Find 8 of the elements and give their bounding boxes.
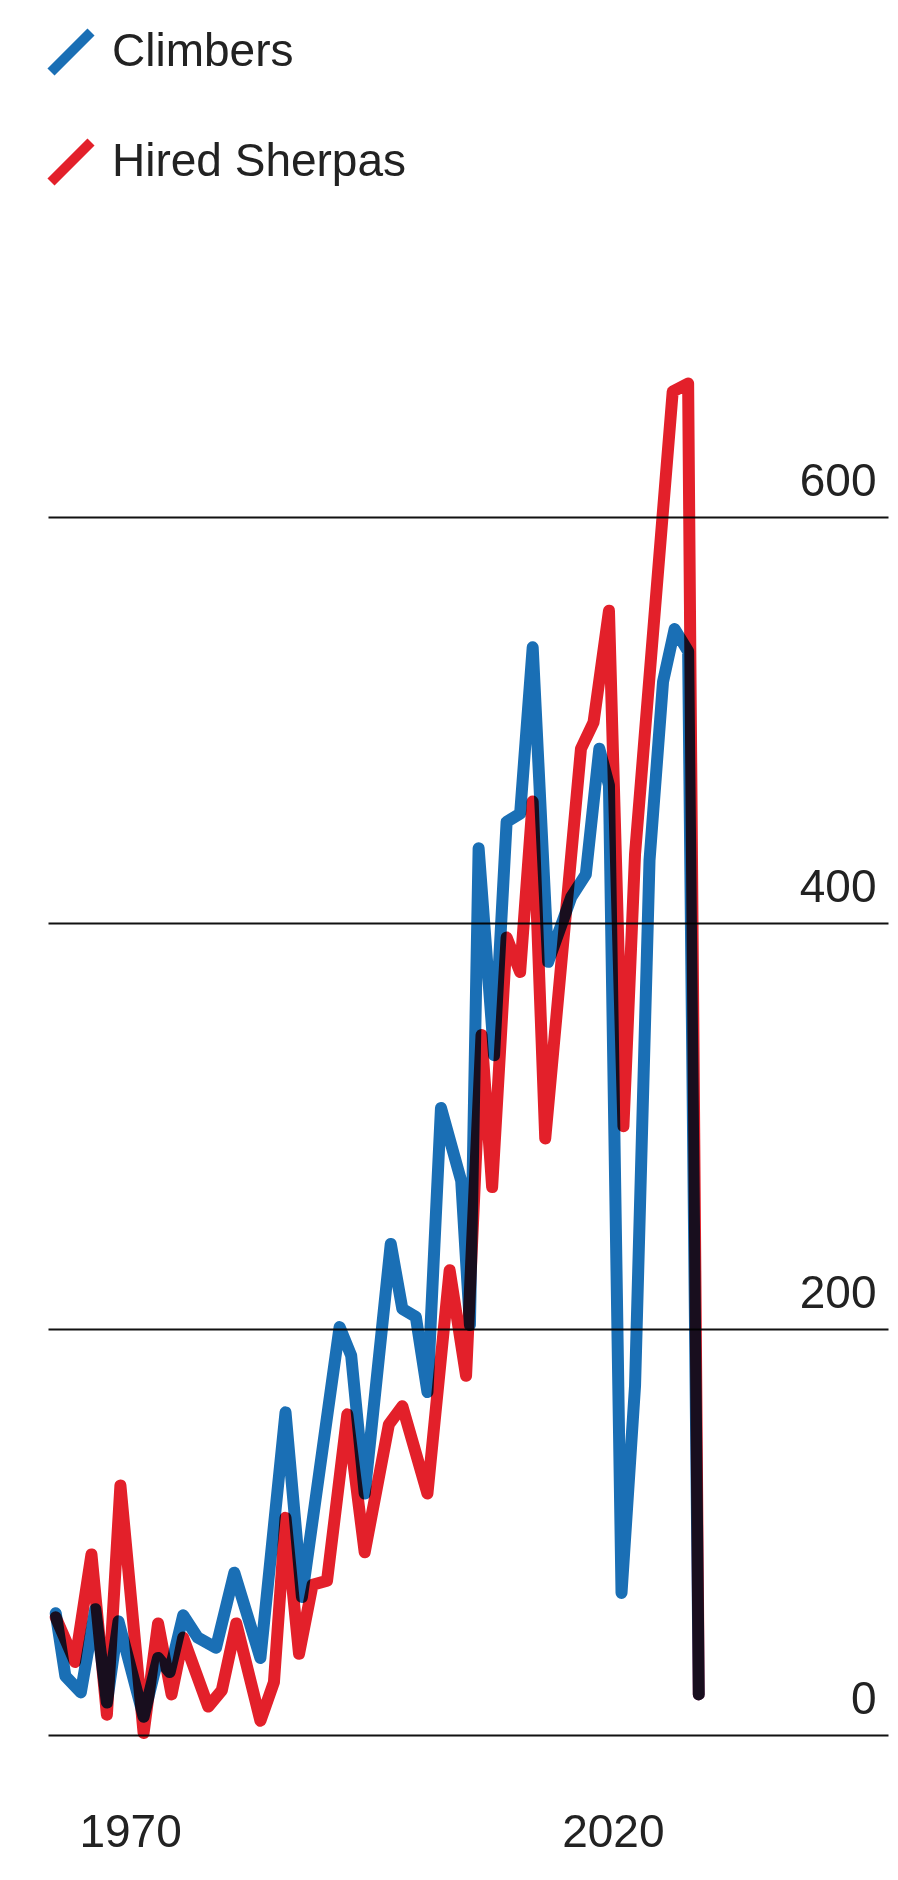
y-tick-label: 600 <box>799 453 877 506</box>
legend-label: Climbers <box>112 24 294 76</box>
y-tick-label: 0 <box>850 1671 877 1724</box>
y-tick-label: 400 <box>799 859 877 912</box>
y-tick-label: 200 <box>799 1265 877 1318</box>
x-tick-label: 1970 <box>79 1804 182 1857</box>
x-tick-label: 2020 <box>562 1804 665 1857</box>
legend-label: Hired Sherpas <box>112 134 407 186</box>
